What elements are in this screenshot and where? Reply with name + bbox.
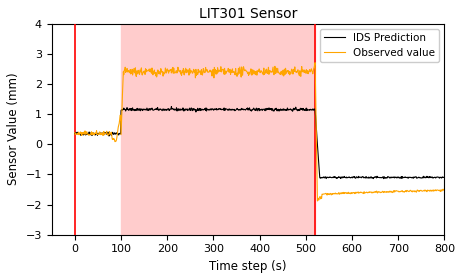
- IDS Prediction: [72, 132, 78, 135]
- IDS Prediction: [297, 108, 302, 112]
- Line: Observed value: Observed value: [75, 63, 444, 201]
- IDS Prediction: [287, 108, 292, 111]
- Observed value: [286, 70, 292, 73]
- Observed value: [95, 133, 100, 136]
- Legend: IDS Prediction, Observed value: IDS Prediction, Observed value: [320, 29, 439, 62]
- X-axis label: Time step (s): Time step (s): [209, 260, 287, 273]
- IDS Prediction: [353, 176, 358, 180]
- Y-axis label: Sensor Value (mm): Sensor Value (mm): [7, 73, 20, 185]
- IDS Prediction: [391, 176, 396, 179]
- Observed value: [296, 73, 302, 76]
- Bar: [121, 24, 315, 235]
- Line: IDS Prediction: IDS Prediction: [75, 107, 444, 179]
- Observed value: [353, 192, 359, 195]
- Observed value: [307, 69, 313, 73]
- IDS Prediction: [308, 108, 313, 111]
- IDS Prediction: [371, 177, 376, 180]
- Observed value: [312, 61, 318, 64]
- Observed value: [441, 189, 447, 192]
- Observed value: [391, 190, 396, 194]
- IDS Prediction: [169, 105, 174, 108]
- IDS Prediction: [441, 176, 447, 179]
- IDS Prediction: [95, 134, 100, 137]
- Observed value: [72, 131, 78, 134]
- Observed value: [315, 199, 320, 203]
- Title: LIT301 Sensor: LIT301 Sensor: [199, 7, 297, 21]
